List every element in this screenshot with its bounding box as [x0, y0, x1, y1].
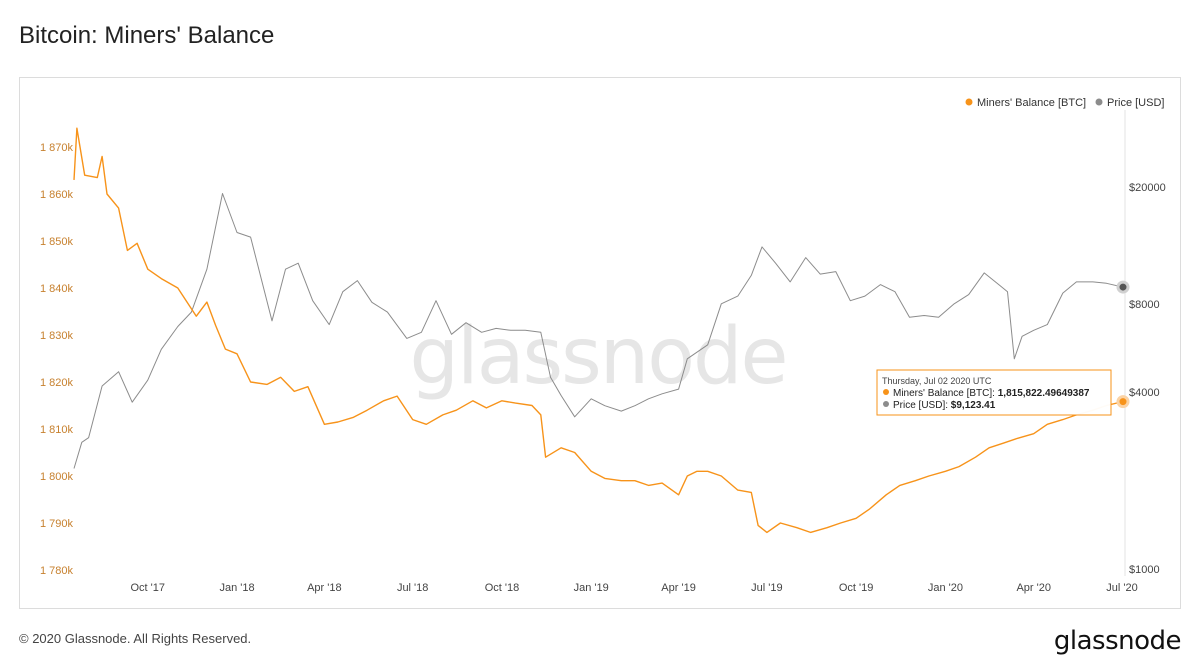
price-hover-marker[interactable] [1116, 280, 1130, 294]
legend-marker-price [1095, 98, 1103, 106]
tooltip: Thursday, Jul 02 2020 UTC Miners' Balanc… [876, 369, 1112, 416]
legend-label-price: Price [USD] [1107, 97, 1164, 109]
x-axis-tick-label: Jan '20 [928, 582, 963, 594]
legend-item-price[interactable]: Price [USD] [1095, 97, 1165, 109]
miners-balance-series-line [73, 127, 1124, 534]
right-axis-tick-label: $8000 [1129, 299, 1160, 311]
x-axis-tick-label: Oct '18 [485, 582, 520, 594]
miners-balance-hover-marker[interactable] [1116, 395, 1130, 409]
tooltip-label-price: Price [USD]: [893, 400, 951, 411]
tooltip-line-miners-balance: Miners' Balance [BTC]: 1,815,822.4964938… [893, 388, 1090, 399]
tooltip-box [876, 369, 1112, 416]
tooltip-marker-miners-balance [883, 389, 889, 395]
left-axis-tick-label: 1 820k [40, 377, 74, 389]
left-axis-ticks: 1 780k 1 790k 1 800k 1 810k 1 820k 1 830k 1 84… [40, 142, 74, 577]
right-axis-tick-label: $4000 [1129, 387, 1160, 399]
legend-marker-miners-balance [965, 98, 973, 106]
brand-logo[interactable]: glassnode [1053, 626, 1182, 656]
legend: Miners' Balance [BTC] Price [USD] [965, 97, 1165, 109]
right-axis-tick-label: $20000 [1129, 182, 1166, 194]
tooltip-date: Thursday, Jul 02 2020 UTC [882, 376, 992, 386]
left-axis-tick-label: 1 840k [40, 283, 74, 295]
price-series-line [73, 193, 1124, 469]
left-axis-tick-label: 1 850k [40, 236, 74, 248]
tooltip-label-miners-balance: Miners' Balance [BTC]: [893, 388, 998, 399]
page-title: Bitcoin: Miners' Balance [19, 22, 275, 49]
x-axis-tick-label: Apr '18 [307, 582, 342, 594]
left-axis-tick-label: 1 860k [40, 189, 74, 201]
right-axis-ticks: $1000 $4000 $8000 $20000 [1129, 182, 1166, 576]
tooltip-line-price: Price [USD]: $9,123.41 [893, 400, 996, 411]
x-axis-tick-label: Jan '18 [219, 582, 254, 594]
x-axis-tick-label: Apr '20 [1016, 582, 1051, 594]
left-axis-tick-label: 1 800k [40, 471, 74, 483]
x-axis-tick-label: Jul '20 [1106, 582, 1137, 594]
left-axis-tick-label: 1 790k [40, 518, 74, 530]
legend-item-miners-balance[interactable]: Miners' Balance [BTC] [965, 97, 1087, 109]
tooltip-marker-price [883, 401, 889, 407]
x-axis-tick-label: Oct '19 [839, 582, 874, 594]
chart-watermark: glassnode [410, 312, 787, 402]
chart-panel [19, 77, 1181, 609]
x-axis-ticks: Oct '17 Jan '18 Apr '18 Jul '18 Oct '18 Jan '… [130, 582, 1137, 594]
x-axis-tick-label: Apr '19 [661, 582, 696, 594]
tooltip-value-miners-balance: 1,815,822.49649387 [998, 388, 1090, 399]
x-axis-tick-label: Jan '19 [574, 582, 609, 594]
x-axis-tick-label: Jul '18 [397, 582, 428, 594]
x-axis-tick-label: Jul '19 [751, 582, 782, 594]
copyright-text: © 2020 Glassnode. All Rights Reserved. [19, 631, 252, 646]
left-axis-tick-label: 1 780k [40, 565, 74, 577]
right-axis-tick-label: $1000 [1129, 564, 1160, 576]
legend-label-miners-balance: Miners' Balance [BTC] [977, 97, 1086, 109]
left-axis-tick-label: 1 830k [40, 330, 74, 342]
x-axis-tick-label: Oct '17 [130, 582, 165, 594]
left-axis-tick-label: 1 810k [40, 424, 74, 436]
tooltip-value-price: $9,123.41 [951, 400, 996, 411]
left-axis-tick-label: 1 870k [40, 142, 74, 154]
